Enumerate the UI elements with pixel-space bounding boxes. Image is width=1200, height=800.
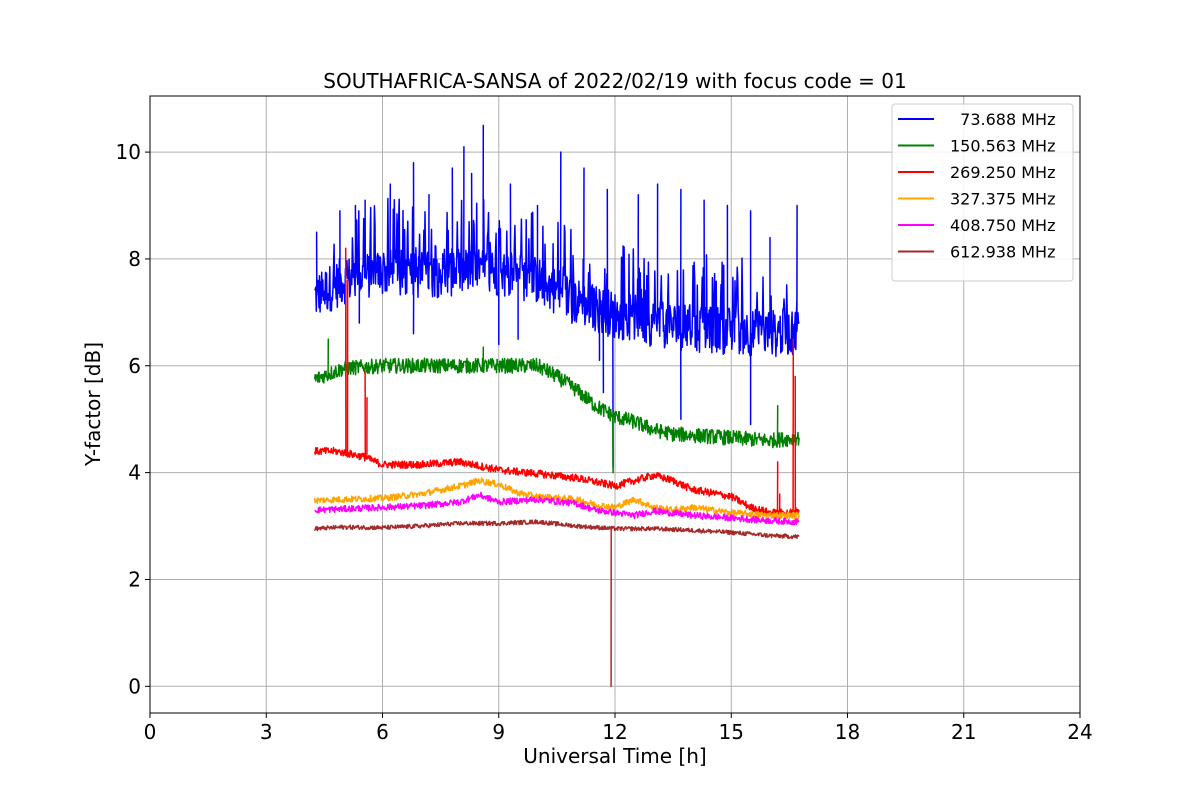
x-tick-label: 0: [144, 720, 157, 744]
x-tick-label: 24: [1067, 720, 1092, 744]
x-tick-label: 12: [602, 720, 627, 744]
series-line: [313, 247, 800, 517]
series-3: [313, 247, 800, 517]
x-tick-label: 15: [719, 720, 744, 744]
x-tick-label: 21: [951, 720, 976, 744]
x-tick-label: 18: [835, 720, 860, 744]
x-tick-label: 3: [260, 720, 273, 744]
series-line: [314, 491, 800, 526]
series-layer: [313, 124, 800, 688]
legend-entry: 150.563 MHz: [950, 137, 1055, 156]
x-axis-label: Universal Time [h]: [523, 744, 706, 768]
legend: 73.688 MHz 150.563 MHz 269.250 MHz 327.375 …: [891, 103, 1074, 282]
x-tick-label: 6: [376, 720, 389, 744]
legend-frame: [891, 103, 1074, 282]
x-tick-label: 9: [492, 720, 505, 744]
series-5: [314, 491, 800, 526]
series-6: [313, 519, 800, 688]
y-tick-label: 8: [128, 247, 141, 271]
y-axis: 0 2 4 6 8 10: [116, 140, 150, 698]
y-tick-label: 4: [128, 461, 141, 485]
legend-entry: 327.375 MHz: [950, 190, 1055, 209]
series-1: [314, 124, 800, 469]
legend-entry: 269.250 MHz: [950, 163, 1055, 182]
y-tick-label: 0: [128, 674, 141, 698]
y-tick-label: 2: [128, 567, 141, 591]
x-axis: 0 3 6 9 12 15 18 21 24: [144, 713, 1093, 744]
series-line: [313, 519, 800, 688]
legend-entry: 408.750 MHz: [950, 216, 1055, 235]
y-axis-label: Y-factor [dB]: [81, 342, 105, 467]
chart-title: SOUTHAFRICA-SANSA of 2022/02/19 with foc…: [323, 69, 907, 93]
series-line: [313, 338, 800, 474]
series-2: [313, 338, 800, 474]
series-line: [314, 124, 800, 469]
y-tick-label: 6: [128, 354, 141, 378]
legend-entry: 612.938 MHz: [950, 243, 1055, 262]
legend-entry: 73.688 MHz: [950, 110, 1055, 129]
y-tick-label: 10: [116, 140, 141, 164]
